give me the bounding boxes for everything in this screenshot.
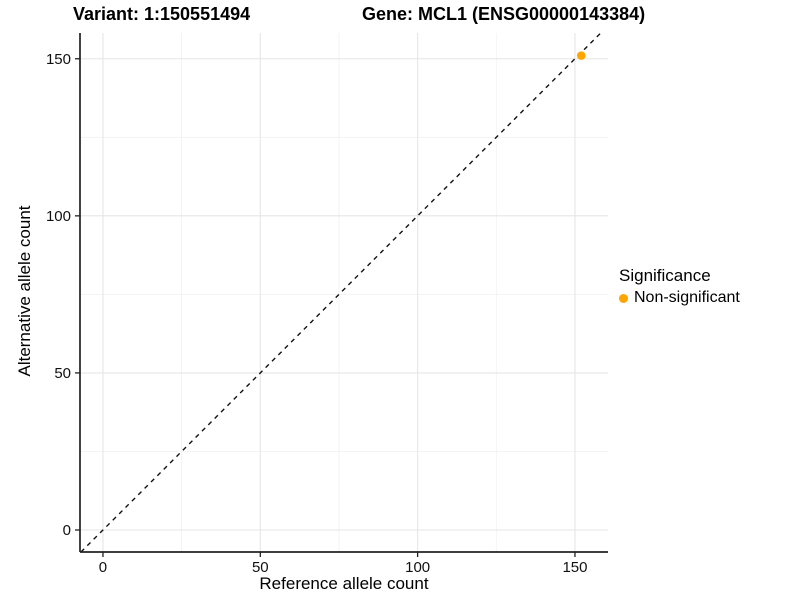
data-point	[576, 51, 586, 60]
x-tick-label: 0	[99, 559, 107, 576]
y-tick-label: 50	[54, 365, 71, 382]
plot-title-variant: Variant: 1:150551494	[73, 4, 251, 24]
y-tick-label: 150	[46, 51, 71, 68]
y-tick-label: 0	[63, 522, 71, 539]
x-tick-label: 100	[405, 559, 430, 576]
identity-reference-line	[80, 32, 602, 553]
x-tick-label: 50	[252, 559, 269, 576]
legend-item: Non-significant	[619, 289, 740, 307]
legend-item-label: Non-significant	[634, 289, 740, 306]
plot-title-gene: Gene: MCL1 (ENSG00000143384)	[362, 4, 646, 24]
y-axis-label: Alternative allele count	[15, 205, 34, 377]
legend: Significance Non-significant	[619, 266, 740, 307]
x-axis-label: Reference allele count	[259, 574, 429, 593]
x-tick-label: 150	[562, 559, 587, 576]
legend-point-icon	[619, 293, 628, 303]
legend-title: Significance	[619, 266, 711, 285]
y-tick-label: 100	[46, 208, 71, 225]
